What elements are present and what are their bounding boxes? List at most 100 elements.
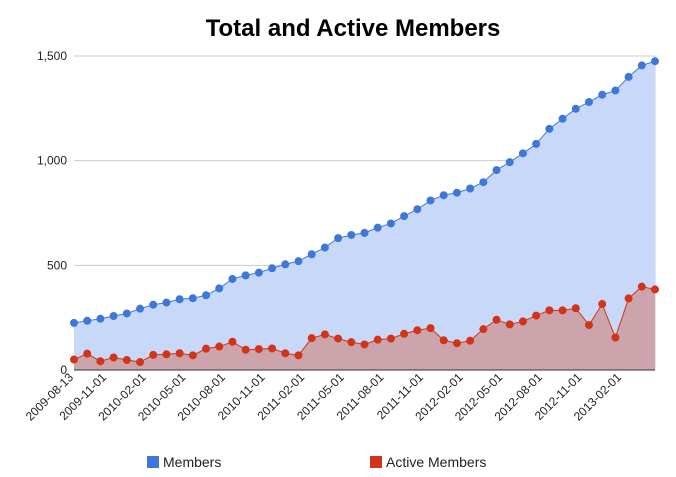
data-point[interactable] (624, 294, 633, 303)
data-point[interactable] (360, 340, 369, 349)
data-point[interactable] (294, 351, 303, 360)
data-point[interactable] (426, 196, 435, 205)
data-point[interactable] (598, 90, 607, 99)
data-point[interactable] (175, 295, 184, 304)
data-point[interactable] (571, 304, 580, 313)
data-point[interactable] (149, 350, 158, 359)
data-point[interactable] (386, 219, 395, 228)
data-point[interactable] (637, 282, 646, 291)
data-point[interactable] (188, 351, 197, 360)
data-point[interactable] (136, 304, 145, 313)
legend-label: Members (163, 454, 221, 470)
data-point[interactable] (307, 334, 316, 343)
data-point[interactable] (96, 314, 105, 323)
data-point[interactable] (651, 57, 659, 66)
data-point[interactable] (637, 61, 646, 70)
data-point[interactable] (109, 353, 118, 362)
y-tick-label: 500 (47, 258, 67, 272)
data-point[interactable] (624, 72, 633, 81)
data-point[interactable] (651, 285, 659, 294)
data-point[interactable] (479, 325, 488, 334)
series-area (74, 61, 655, 370)
data-point[interactable] (70, 355, 78, 364)
data-point[interactable] (584, 98, 593, 107)
data-point[interactable] (320, 330, 329, 339)
data-point[interactable] (202, 344, 211, 353)
data-point[interactable] (598, 300, 607, 309)
data-point[interactable] (254, 345, 263, 354)
data-point[interactable] (228, 337, 237, 346)
data-point[interactable] (149, 300, 158, 309)
data-point[interactable] (215, 342, 224, 351)
data-point[interactable] (558, 114, 567, 123)
data-point[interactable] (241, 271, 250, 280)
data-point[interactable] (268, 264, 277, 273)
y-tick-label: 1,500 (37, 49, 67, 63)
data-point[interactable] (281, 349, 290, 358)
data-point[interactable] (228, 274, 237, 283)
data-point[interactable] (294, 257, 303, 266)
y-tick-label: 0 (60, 363, 67, 377)
data-point[interactable] (532, 311, 541, 320)
chart-title: Total and Active Members (206, 15, 501, 42)
data-point[interactable] (83, 316, 92, 325)
data-point[interactable] (532, 139, 541, 148)
data-point[interactable] (70, 318, 78, 327)
data-point[interactable] (439, 191, 448, 200)
data-point[interactable] (268, 344, 277, 353)
data-point[interactable] (452, 339, 461, 348)
data-point[interactable] (162, 350, 171, 359)
data-point[interactable] (611, 333, 620, 342)
data-point[interactable] (386, 334, 395, 343)
data-point[interactable] (466, 336, 475, 345)
data-point[interactable] (518, 317, 527, 326)
data-point[interactable] (452, 188, 461, 197)
data-point[interactable] (545, 124, 554, 133)
data-point[interactable] (479, 178, 488, 187)
data-point[interactable] (439, 336, 448, 345)
data-point[interactable] (373, 223, 382, 232)
data-point[interactable] (400, 212, 409, 221)
legend: Members Active Members (147, 454, 486, 470)
data-point[interactable] (215, 284, 224, 293)
data-point[interactable] (413, 326, 422, 335)
data-point[interactable] (518, 149, 527, 158)
data-point[interactable] (83, 349, 92, 358)
plot-area (73, 60, 656, 370)
data-point[interactable] (426, 324, 435, 333)
data-point[interactable] (545, 306, 554, 315)
data-point[interactable] (307, 250, 316, 259)
data-point[interactable] (492, 315, 501, 324)
data-point[interactable] (202, 291, 211, 300)
data-point[interactable] (558, 306, 567, 315)
data-point[interactable] (413, 205, 422, 214)
data-point[interactable] (320, 243, 329, 252)
data-point[interactable] (136, 358, 145, 367)
data-point[interactable] (492, 166, 501, 175)
data-point[interactable] (162, 298, 171, 307)
data-point[interactable] (360, 228, 369, 237)
data-point[interactable] (254, 268, 263, 277)
data-point[interactable] (241, 345, 250, 354)
data-point[interactable] (373, 335, 382, 344)
data-point[interactable] (347, 230, 356, 239)
data-point[interactable] (571, 104, 580, 113)
data-point[interactable] (611, 86, 620, 95)
data-point[interactable] (505, 158, 514, 167)
data-point[interactable] (334, 234, 343, 243)
data-point[interactable] (122, 309, 131, 318)
data-point[interactable] (505, 320, 514, 329)
data-point[interactable] (188, 294, 197, 303)
data-point[interactable] (109, 311, 118, 320)
data-point[interactable] (122, 355, 131, 364)
data-point[interactable] (334, 334, 343, 343)
data-point[interactable] (466, 184, 475, 193)
data-point[interactable] (400, 329, 409, 338)
legend-label: Active Members (386, 454, 486, 470)
y-tick-label: 1,000 (37, 154, 67, 168)
data-point[interactable] (175, 349, 184, 358)
data-point[interactable] (96, 357, 105, 366)
data-point[interactable] (281, 260, 290, 269)
data-point[interactable] (347, 338, 356, 347)
data-point[interactable] (584, 320, 593, 329)
